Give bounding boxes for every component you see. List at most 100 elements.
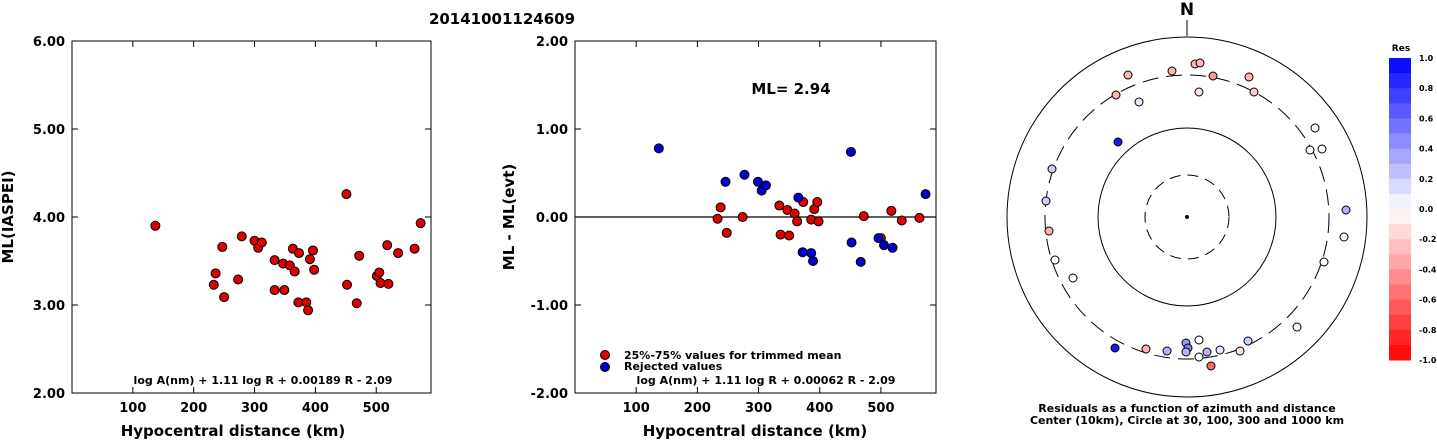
data-point bbox=[309, 264, 320, 275]
colorbar-cell bbox=[1389, 329, 1411, 346]
colorbar-tick-label: 0.4 bbox=[1419, 145, 1434, 154]
residual-vs-distance-plot: -2.00 -1.00 0.00 1.00 2.00 100 200 300 400 500 M… bbox=[500, 35, 937, 440]
x-tick-label: 200 bbox=[180, 401, 207, 416]
ring-1000km bbox=[1006, 36, 1368, 398]
station-marker bbox=[1162, 346, 1172, 356]
y-tick-label: 5.00 bbox=[33, 123, 65, 138]
data-point bbox=[415, 218, 426, 229]
colorbar-title: Res bbox=[1392, 44, 1410, 54]
colorbar-cell bbox=[1389, 224, 1411, 240]
data-point bbox=[813, 216, 824, 227]
data-point bbox=[784, 230, 795, 241]
data-point bbox=[792, 216, 803, 227]
caption-line-2: Center (10km), Circle at 30, 100, 300 an… bbox=[1030, 414, 1344, 427]
ml-vs-distance-plot: 2.00 3.00 4.00 5.00 6.00 100 200 300 400 500 log… bbox=[0, 35, 432, 440]
y-tick-label: 3.00 bbox=[33, 299, 65, 314]
x-tick-label: 100 bbox=[119, 401, 146, 416]
station-marker bbox=[1194, 352, 1204, 362]
colorbar-tick-label: -0.2 bbox=[1419, 235, 1437, 244]
data-point bbox=[793, 192, 804, 203]
data-point bbox=[409, 243, 420, 254]
colorbar-cell bbox=[1389, 239, 1411, 255]
station-marker bbox=[1235, 346, 1245, 356]
data-point bbox=[217, 241, 228, 252]
data-point bbox=[293, 248, 304, 259]
station-marker bbox=[1339, 232, 1349, 242]
colorbar-cell bbox=[1389, 118, 1411, 134]
legend-label-trimmed: 25%-75% values for trimmed mean bbox=[624, 349, 841, 362]
x-axis-label: Hypocentral distance (km) bbox=[643, 422, 868, 440]
station-marker bbox=[1215, 345, 1225, 355]
station-marker bbox=[1111, 90, 1121, 100]
station-marker bbox=[1317, 144, 1327, 154]
x-tick-label: 500 bbox=[363, 401, 390, 416]
ring-100km bbox=[1097, 127, 1277, 307]
data-point bbox=[383, 278, 394, 289]
y-tick-label: -2.00 bbox=[531, 387, 568, 402]
data-point bbox=[920, 189, 931, 200]
colorbar-cell bbox=[1389, 88, 1411, 104]
station-marker bbox=[1110, 343, 1120, 353]
data-point bbox=[351, 298, 362, 309]
data-point bbox=[269, 255, 280, 266]
data-point bbox=[760, 180, 771, 191]
y-tick-label: 6.00 bbox=[33, 35, 65, 50]
x-tick-label: 500 bbox=[867, 401, 894, 416]
station-marker bbox=[1113, 137, 1123, 147]
station-marker bbox=[1194, 87, 1204, 97]
data-point bbox=[878, 240, 889, 251]
data-point bbox=[342, 279, 353, 290]
x-axis-label: Hypocentral distance (km) bbox=[121, 422, 346, 440]
station-marker bbox=[1310, 123, 1320, 133]
data-point bbox=[858, 211, 869, 222]
caption-line-1: Residuals as a function of azimuth and d… bbox=[1038, 402, 1335, 415]
data-point bbox=[307, 245, 318, 256]
data-point bbox=[303, 305, 314, 316]
data-point bbox=[374, 267, 385, 278]
y-tick-label: 0.00 bbox=[536, 211, 568, 226]
data-point bbox=[236, 231, 247, 242]
station-marker bbox=[1047, 164, 1057, 174]
colorbar-tick-label: -0.4 bbox=[1419, 265, 1437, 274]
data-point bbox=[304, 254, 315, 265]
residual-colorbar: Res 1.0 0.8 0.6 0.4 0.2 0.0 -0.2 -0.4 -0.6 -0.8 -1… bbox=[1389, 44, 1437, 365]
colorbar-cell bbox=[1389, 73, 1411, 89]
station-marker bbox=[1068, 273, 1078, 283]
data-point bbox=[845, 146, 856, 157]
station-marker bbox=[1194, 335, 1204, 345]
data-point bbox=[256, 237, 267, 248]
x-tick-label: 300 bbox=[745, 401, 772, 416]
station-marker bbox=[1202, 347, 1212, 357]
data-point bbox=[739, 169, 750, 180]
station-marker bbox=[1292, 322, 1302, 332]
colorbar-cell bbox=[1389, 148, 1411, 165]
colorbar-tick-label: -0.6 bbox=[1419, 296, 1437, 305]
station-marker bbox=[1044, 226, 1054, 236]
data-point bbox=[382, 240, 393, 251]
center-point bbox=[1185, 215, 1189, 219]
colorbar-cell bbox=[1389, 269, 1411, 285]
colorbar-tick-label: 0.2 bbox=[1419, 175, 1433, 184]
data-point bbox=[896, 215, 907, 226]
colorbar-cell bbox=[1389, 58, 1411, 74]
station-marker bbox=[1249, 87, 1259, 97]
station-marker bbox=[1123, 70, 1133, 80]
data-point bbox=[150, 220, 161, 231]
y-tick-label: 4.00 bbox=[33, 211, 65, 226]
station-marker bbox=[1341, 205, 1351, 215]
data-point bbox=[354, 250, 365, 261]
legend-marker-trimmed bbox=[600, 350, 610, 360]
data-point bbox=[737, 212, 748, 222]
colorbar-cell bbox=[1389, 209, 1411, 225]
station-marker bbox=[1319, 257, 1329, 267]
formula-label: log A(nm) + 1.11 log R + 0.00189 R - 2.0… bbox=[134, 374, 393, 387]
colorbar-cell bbox=[1389, 299, 1411, 316]
station-marker bbox=[1041, 196, 1051, 206]
y-axis-label: ML(IASPEI) bbox=[0, 170, 17, 263]
data-point bbox=[855, 256, 866, 267]
north-label: N bbox=[1180, 0, 1194, 20]
colorbar-cell bbox=[1389, 344, 1411, 361]
colorbar-cell bbox=[1389, 163, 1411, 180]
data-point bbox=[210, 268, 221, 279]
